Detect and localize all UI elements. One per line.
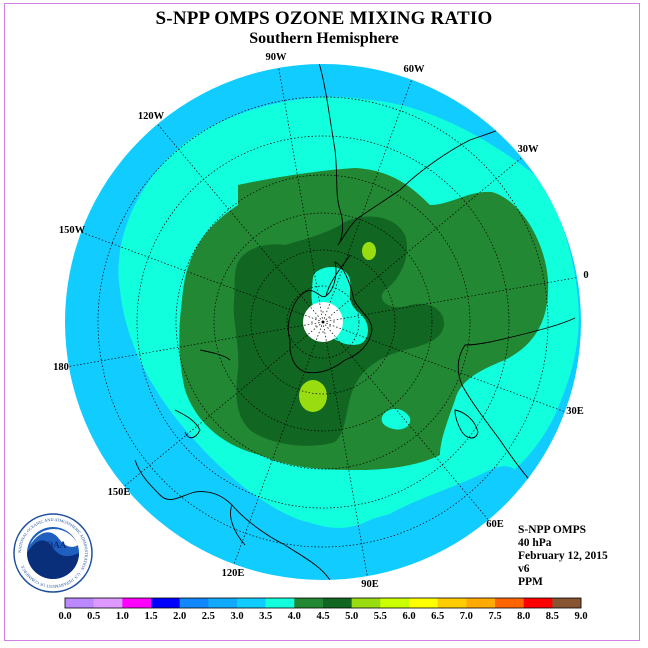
colorbar-segment xyxy=(552,598,582,608)
lon-label-180: 180 xyxy=(53,362,69,373)
info-instrument: S-NPP OMPS xyxy=(518,524,587,536)
contour-5.0-5.5-south xyxy=(299,380,327,412)
noaa-logo: NOAA NATIONAL OCEANIC AND ATMOSPHERIC AD… xyxy=(13,513,93,593)
longitude-labels: 90W 60W 30W 0 30E 60E 90E 120E 150E 180 … xyxy=(53,52,589,590)
colorbar-segment xyxy=(323,598,352,608)
lon-label-30w: 30W xyxy=(518,144,540,155)
colorbar-tick-label: 0.0 xyxy=(58,611,71,622)
colorbar-segment xyxy=(65,598,94,608)
colorbar-tick-label: 1.5 xyxy=(144,611,157,622)
map-title: S-NPP OMPS OZONE MIXING RATIO xyxy=(155,8,493,29)
colorbar-segment xyxy=(122,598,152,608)
meridian-lines xyxy=(65,64,581,580)
colorbar-tick-label: 1.0 xyxy=(116,611,129,622)
colorbar-border xyxy=(64,597,582,609)
info-level: 40 hPa xyxy=(518,537,552,549)
colorbar-tick-label: 0.5 xyxy=(87,611,100,622)
contour-5.0-5.5-north xyxy=(362,242,376,260)
lon-label-60w: 60W xyxy=(404,64,426,75)
colorbar-segment xyxy=(237,598,266,608)
colorbar-segment xyxy=(523,598,553,608)
colorbar-tick-label: 6.0 xyxy=(402,611,415,622)
colorbar: 0.0 0.5 1.0 1.5 2.0 2.5 3.0 3.5 4.0 4.5 5.0 5.5 6.0 6… xyxy=(58,597,588,622)
coast-australia xyxy=(134,459,331,580)
colorbar-tick-label: 5.0 xyxy=(345,611,358,622)
info-block: S-NPP OMPS 40 hPa February 12, 2015 v6 P… xyxy=(518,524,608,589)
colorbar-segment xyxy=(380,598,410,608)
colorbar-segment xyxy=(409,598,438,608)
colorbar-tick-label: 2.0 xyxy=(173,611,186,622)
colorbar-segment xyxy=(437,598,467,608)
colorbar-tick-label: 3.0 xyxy=(230,611,243,622)
noaa-logo-text: NOAA xyxy=(40,540,67,550)
latitude-circles xyxy=(97,96,549,548)
colorbar-segment xyxy=(294,598,324,608)
figure-frame xyxy=(4,3,640,641)
lon-label-30e: 30E xyxy=(566,406,584,417)
lon-label-150w: 150W xyxy=(59,225,86,236)
colorbar-segment xyxy=(93,598,123,608)
colorbar-tick-label: 3.5 xyxy=(259,611,272,622)
colorbar-tick-label: 2.5 xyxy=(202,611,215,622)
lon-label-60e: 60E xyxy=(486,519,504,530)
lon-label-120e: 120E xyxy=(222,568,245,579)
lon-label-90e: 90E xyxy=(361,579,379,590)
colorbar-segment xyxy=(179,598,209,608)
map-subtitle: Southern Hemisphere xyxy=(249,30,399,47)
lon-label-150e: 150E xyxy=(108,487,131,498)
colorbar-tick-label: 9.0 xyxy=(574,611,587,622)
info-version: v6 xyxy=(518,563,530,575)
colorbar-tick-label: 6.5 xyxy=(431,611,444,622)
contour-blob-aqua xyxy=(381,408,411,430)
colorbar-segment xyxy=(495,598,524,608)
info-units: PPM xyxy=(518,576,543,588)
coast-africa xyxy=(457,317,576,511)
colorbar-tick-label: 8.5 xyxy=(546,611,559,622)
colorbar-tick-label: 8.0 xyxy=(517,611,530,622)
lon-label-0: 0 xyxy=(583,270,588,281)
colorbar-tick-label: 7.5 xyxy=(488,611,501,622)
colorbar-segment xyxy=(351,598,381,608)
coast-new-zealand xyxy=(174,349,231,439)
contour-3.0-3.5-lobe xyxy=(379,466,519,542)
coast-madagascar xyxy=(454,409,479,439)
colorbar-tick-label: 4.5 xyxy=(316,611,329,622)
colorbar-tick-label: 5.5 xyxy=(374,611,387,622)
colorbar-segment xyxy=(466,598,496,608)
colorbar-segment xyxy=(151,598,180,608)
coast-antarctica xyxy=(287,254,373,374)
lon-label-90w: 90W xyxy=(266,52,288,63)
colorbar-segment xyxy=(208,598,238,608)
colorbar-segment xyxy=(265,598,295,608)
info-date: February 12, 2015 xyxy=(518,550,608,562)
lon-label-120w: 120W xyxy=(138,111,165,122)
colorbar-tick-label: 4.0 xyxy=(288,611,301,622)
colorbar-tick-label: 7.0 xyxy=(460,611,473,622)
